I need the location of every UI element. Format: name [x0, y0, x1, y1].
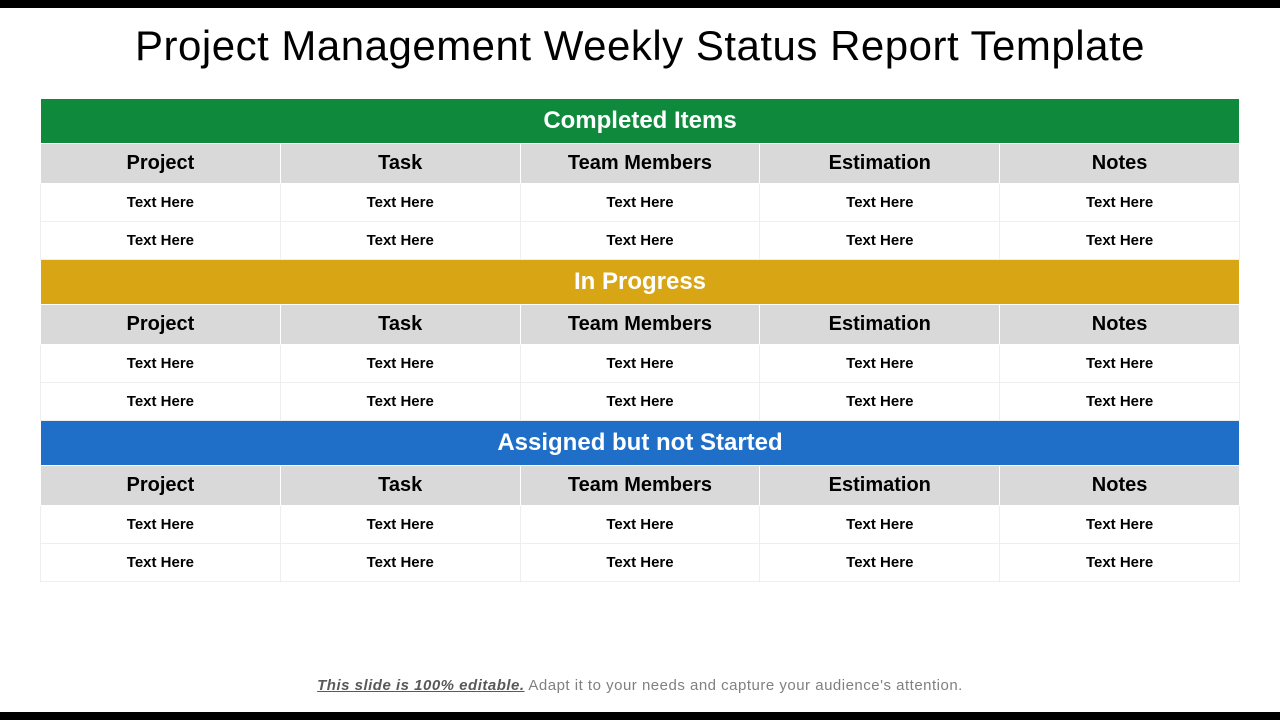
status-table: Completed ItemsProjectTaskTeam MembersEs…: [40, 98, 1240, 582]
table-cell: Text Here: [41, 506, 281, 544]
table-cell: Text Here: [760, 506, 1000, 544]
table-cell: Text Here: [280, 506, 520, 544]
slide: Project Management Weekly Status Report …: [0, 0, 1280, 720]
table-cell: Text Here: [520, 184, 760, 222]
table-cell: Text Here: [760, 345, 1000, 383]
table-cell: Text Here: [520, 345, 760, 383]
column-header: Project: [41, 466, 281, 506]
table-cell: Text Here: [280, 222, 520, 260]
table-row: Text HereText HereText HereText HereText…: [41, 506, 1240, 544]
table-cell: Text Here: [1000, 222, 1240, 260]
section-header: Assigned but not Started: [41, 421, 1240, 466]
table-cell: Text Here: [280, 345, 520, 383]
table-cell: Text Here: [41, 222, 281, 260]
table-row: Text HereText HereText HereText HereText…: [41, 383, 1240, 421]
table-cell: Text Here: [520, 544, 760, 582]
table-cell: Text Here: [520, 222, 760, 260]
footer-note: This slide is 100% editable. Adapt it to…: [0, 677, 1280, 694]
column-header: Task: [280, 144, 520, 184]
table-cell: Text Here: [520, 506, 760, 544]
table-cell: Text Here: [760, 383, 1000, 421]
table-cell: Text Here: [1000, 184, 1240, 222]
column-header: Notes: [1000, 305, 1240, 345]
table-row: Text HereText HereText HereText HereText…: [41, 184, 1240, 222]
table-cell: Text Here: [1000, 506, 1240, 544]
column-header: Notes: [1000, 466, 1240, 506]
column-header: Team Members: [520, 466, 760, 506]
column-header: Project: [41, 144, 281, 184]
table-cell: Text Here: [1000, 345, 1240, 383]
table-cell: Text Here: [760, 544, 1000, 582]
column-header: Notes: [1000, 144, 1240, 184]
table-cell: Text Here: [280, 383, 520, 421]
column-header: Estimation: [760, 466, 1000, 506]
table-cell: Text Here: [760, 222, 1000, 260]
column-header: Task: [280, 305, 520, 345]
page-title: Project Management Weekly Status Report …: [40, 22, 1240, 70]
column-header: Team Members: [520, 305, 760, 345]
footer-lead: This slide is 100% editable.: [317, 677, 524, 694]
table-row: Text HereText HereText HereText HereText…: [41, 544, 1240, 582]
table-cell: Text Here: [41, 544, 281, 582]
table-cell: Text Here: [41, 383, 281, 421]
table-cell: Text Here: [280, 544, 520, 582]
table-row: Text HereText HereText HereText HereText…: [41, 345, 1240, 383]
column-header: Estimation: [760, 144, 1000, 184]
column-header: Team Members: [520, 144, 760, 184]
column-header: Estimation: [760, 305, 1000, 345]
table-cell: Text Here: [760, 184, 1000, 222]
table-cell: Text Here: [280, 184, 520, 222]
table-cell: Text Here: [41, 184, 281, 222]
table-cell: Text Here: [520, 383, 760, 421]
table-cell: Text Here: [41, 345, 281, 383]
table-row: Text HereText HereText HereText HereText…: [41, 222, 1240, 260]
footer-rest: Adapt it to your needs and capture your …: [525, 677, 963, 694]
column-header: Task: [280, 466, 520, 506]
section-header: In Progress: [41, 260, 1240, 305]
table-cell: Text Here: [1000, 383, 1240, 421]
column-header: Project: [41, 305, 281, 345]
table-cell: Text Here: [1000, 544, 1240, 582]
section-header: Completed Items: [41, 99, 1240, 144]
